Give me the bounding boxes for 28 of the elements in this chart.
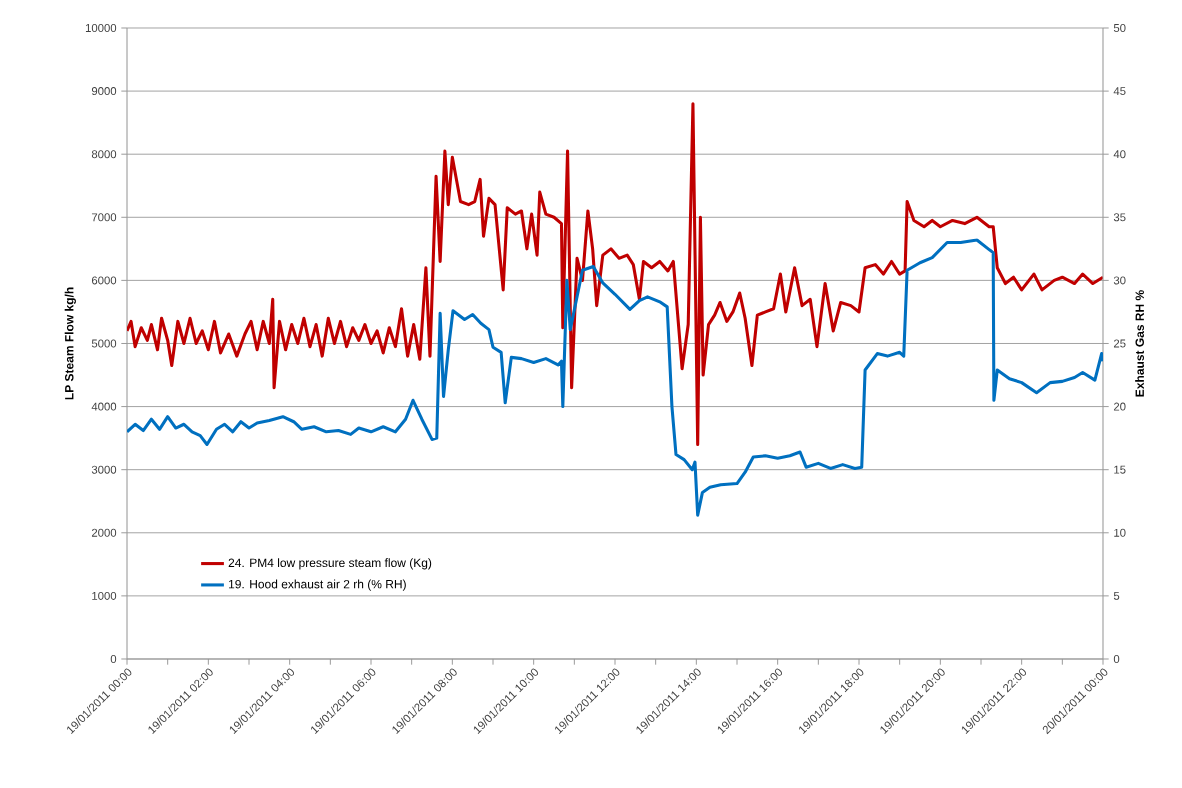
y2-tick-label: 10 [1114, 528, 1126, 537]
y2-tick-label: 50 [1113, 23, 1126, 32]
y2-axis-title: Exhaust Gas RH % [1135, 290, 1144, 397]
y-tick-label: 2000 [91, 528, 117, 537]
y-tick-label: 4000 [91, 402, 117, 411]
y-tick-label: 3000 [91, 465, 117, 474]
legend-label: 24. PM4 low pressure steam flow (Kg) [228, 558, 432, 570]
y2-tick-label: 30 [1113, 276, 1126, 285]
y-tick-label: 9000 [91, 87, 117, 96]
y2-tick-label: 35 [1113, 213, 1126, 222]
y2-tick-label: 25 [1113, 339, 1126, 348]
y-tick-label: 0 [110, 654, 117, 663]
y2-tick-label: 15 [1114, 465, 1126, 474]
y-tick-label: 6000 [91, 276, 117, 285]
y-tick-label: 1000 [92, 591, 117, 600]
y-axis-title: LP Steam Flow kg/h [64, 287, 76, 400]
y2-tick-label: 0 [1113, 654, 1120, 663]
y-tick-label: 5000 [91, 339, 117, 348]
y-tick-label: 7000 [91, 213, 117, 222]
y2-tick-label: 20 [1113, 402, 1126, 411]
y-tick-label: 10000 [85, 23, 117, 32]
legend-label: 19. Hood exhaust air 2 rh (% RH) [229, 579, 406, 591]
y2-tick-label: 40 [1113, 150, 1126, 159]
y2-tick-label: 5 [1113, 591, 1120, 600]
y-tick-label: 8000 [91, 150, 117, 159]
line-series [127, 102, 1103, 446]
y2-tick-label: 45 [1113, 87, 1126, 96]
line-series [127, 238, 1103, 517]
